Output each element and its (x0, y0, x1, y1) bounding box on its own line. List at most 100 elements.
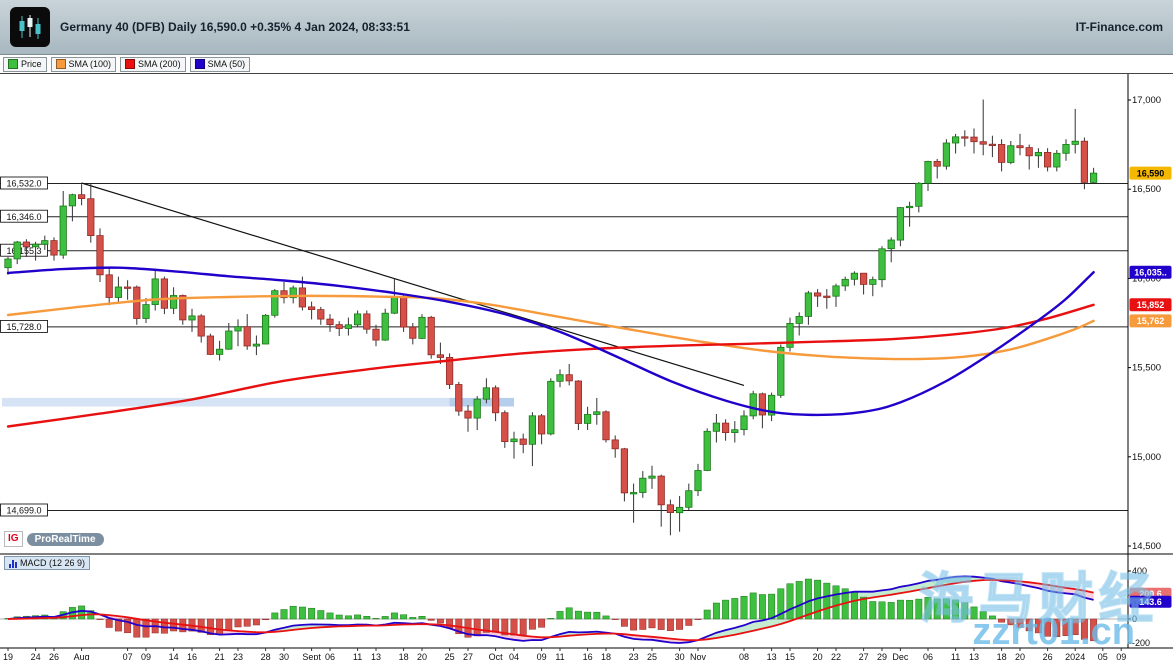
legend-item-label: Price (21, 59, 42, 69)
svg-text:23: 23 (233, 652, 243, 660)
legend-item-sma-200[interactable]: SMA (200) (120, 56, 186, 72)
legend-item-sma-50[interactable]: SMA (50) (189, 56, 251, 72)
svg-text:Dec: Dec (892, 652, 909, 660)
svg-text:29: 29 (877, 652, 887, 660)
support-resistance-lines[interactable]: 16,532.0 16,346.0 16,155.3 15,728.0 14,699.0 (0, 176, 1128, 517)
svg-text:400: 400 (1132, 566, 1147, 576)
svg-text:06: 06 (325, 652, 335, 660)
svg-text:16: 16 (583, 652, 593, 660)
svg-text:16,000: 16,000 (1132, 273, 1161, 284)
svg-text:30: 30 (279, 652, 289, 660)
svg-text:08: 08 (739, 652, 749, 660)
svg-text:16: 16 (187, 652, 197, 660)
main-chart[interactable]: 16,532.0 16,346.0 16,155.3 15,728.0 14,699.0… (0, 74, 1173, 660)
date-axis: 19 24 26 Aug 07 09 14 16 21 23 28 30 Sept 06 11 13 18 20 2… (3, 648, 1126, 660)
svg-text:21: 21 (215, 652, 225, 660)
price-axis: 17,000 16,500 16,000 15,500 15,000 14,500 (1127, 74, 1161, 648)
chart-area[interactable]: 16,532.0 16,346.0 16,155.3 15,728.0 14,699.0… (0, 74, 1173, 660)
title-bar: Germany 40 (DFB) Daily 16,590.0 +0.35% 4… (0, 0, 1173, 55)
legend-color-swatch (194, 59, 205, 69)
svg-text:05: 05 (1098, 652, 1108, 660)
svg-text:27: 27 (463, 652, 473, 660)
svg-text:19: 19 (3, 652, 13, 660)
prorealtime-label: ProRealTime (26, 532, 104, 546)
chart-title: Germany 40 (DFB) Daily 16,590.0 +0.35% 4… (60, 20, 410, 34)
svg-text:16,532.0: 16,532.0 (6, 179, 41, 189)
svg-text:15,762: 15,762 (1137, 316, 1165, 326)
svg-text:30: 30 (675, 652, 685, 660)
svg-text:24: 24 (31, 652, 41, 660)
svg-text:09: 09 (1116, 652, 1126, 660)
macd-label-text: MACD (12 26 9) (20, 558, 86, 568)
svg-text:13: 13 (767, 652, 777, 660)
legend-color-swatch (8, 59, 18, 69)
svg-text:14: 14 (169, 652, 179, 660)
indicator-icon (9, 559, 17, 568)
svg-text:0: 0 (1132, 614, 1137, 624)
svg-text:-200: -200 (1132, 638, 1150, 648)
svg-text:09: 09 (141, 652, 151, 660)
svg-text:11: 11 (353, 652, 362, 660)
svg-text:20: 20 (813, 652, 823, 660)
svg-text:13: 13 (371, 652, 381, 660)
svg-text:18: 18 (399, 652, 409, 660)
svg-text:07: 07 (123, 652, 133, 660)
svg-text:Sept: Sept (302, 652, 321, 660)
prorealtime-badge[interactable]: IG ProRealTime (4, 531, 104, 547)
legend-bar: Price SMA (100) SMA (200) SMA (50) (0, 55, 1173, 74)
legend-item-label: SMA (100) (68, 59, 112, 69)
macd-indicator-label[interactable]: MACD (12 26 9) (4, 556, 91, 570)
app-logo-icon[interactable] (10, 7, 50, 47)
itfinance-brand[interactable]: IT-Finance.com (1075, 20, 1163, 34)
legend-item-sma-100[interactable]: SMA (100) (50, 56, 117, 72)
sma50-line[interactable] (6, 266, 1095, 417)
svg-text:16,346.0: 16,346.0 (6, 212, 41, 222)
svg-text:17,000: 17,000 (1132, 95, 1161, 106)
legend-item-label: SMA (50) (207, 59, 246, 69)
macd-lines (7, 575, 1094, 644)
trendline[interactable] (81, 182, 745, 386)
svg-text:26: 26 (1043, 652, 1053, 660)
legend-item-label: SMA (200) (138, 59, 181, 69)
svg-text:09: 09 (537, 652, 547, 660)
supply-zone[interactable] (2, 397, 514, 407)
svg-text:209.6: 209.6 (1139, 589, 1162, 599)
svg-text:25: 25 (647, 652, 657, 660)
svg-text:11: 11 (555, 652, 564, 660)
svg-text:2024: 2024 (1065, 652, 1085, 660)
svg-text:16,035..: 16,035.. (1134, 267, 1167, 277)
svg-text:14,500: 14,500 (1132, 541, 1161, 552)
svg-text:20: 20 (417, 652, 427, 660)
svg-text:13: 13 (969, 652, 979, 660)
svg-text:20: 20 (1015, 652, 1025, 660)
svg-text:Nov: Nov (690, 652, 707, 660)
svg-text:04: 04 (509, 652, 519, 660)
svg-text:15,852: 15,852 (1137, 300, 1165, 310)
ig-logo: IG (4, 531, 23, 547)
svg-text:15,500: 15,500 (1132, 363, 1161, 374)
svg-text:143.6: 143.6 (1139, 597, 1162, 607)
svg-text:18: 18 (601, 652, 611, 660)
macd-histogram (4, 578, 1098, 642)
svg-text:18: 18 (997, 652, 1007, 660)
svg-text:22: 22 (831, 652, 841, 660)
svg-text:16,500: 16,500 (1132, 184, 1161, 195)
svg-text:27: 27 (859, 652, 869, 660)
svg-text:28: 28 (261, 652, 271, 660)
svg-text:15,000: 15,000 (1132, 452, 1161, 463)
svg-text:06: 06 (923, 652, 933, 660)
legend-item-price[interactable]: Price (3, 56, 47, 72)
svg-text:Aug: Aug (74, 652, 90, 660)
svg-text:14,699.0: 14,699.0 (6, 506, 41, 516)
legend-color-swatch (55, 59, 66, 69)
svg-text:Oct: Oct (489, 652, 504, 660)
price-axis-badges: 16,590 16,035.. 15,852 15,762 (1129, 166, 1172, 328)
svg-text:23: 23 (629, 652, 639, 660)
legend-color-swatch (125, 59, 136, 69)
svg-text:26: 26 (49, 652, 59, 660)
svg-text:15: 15 (785, 652, 795, 660)
candlestick-logo-glyph (19, 15, 41, 39)
svg-text:11: 11 (951, 652, 960, 660)
